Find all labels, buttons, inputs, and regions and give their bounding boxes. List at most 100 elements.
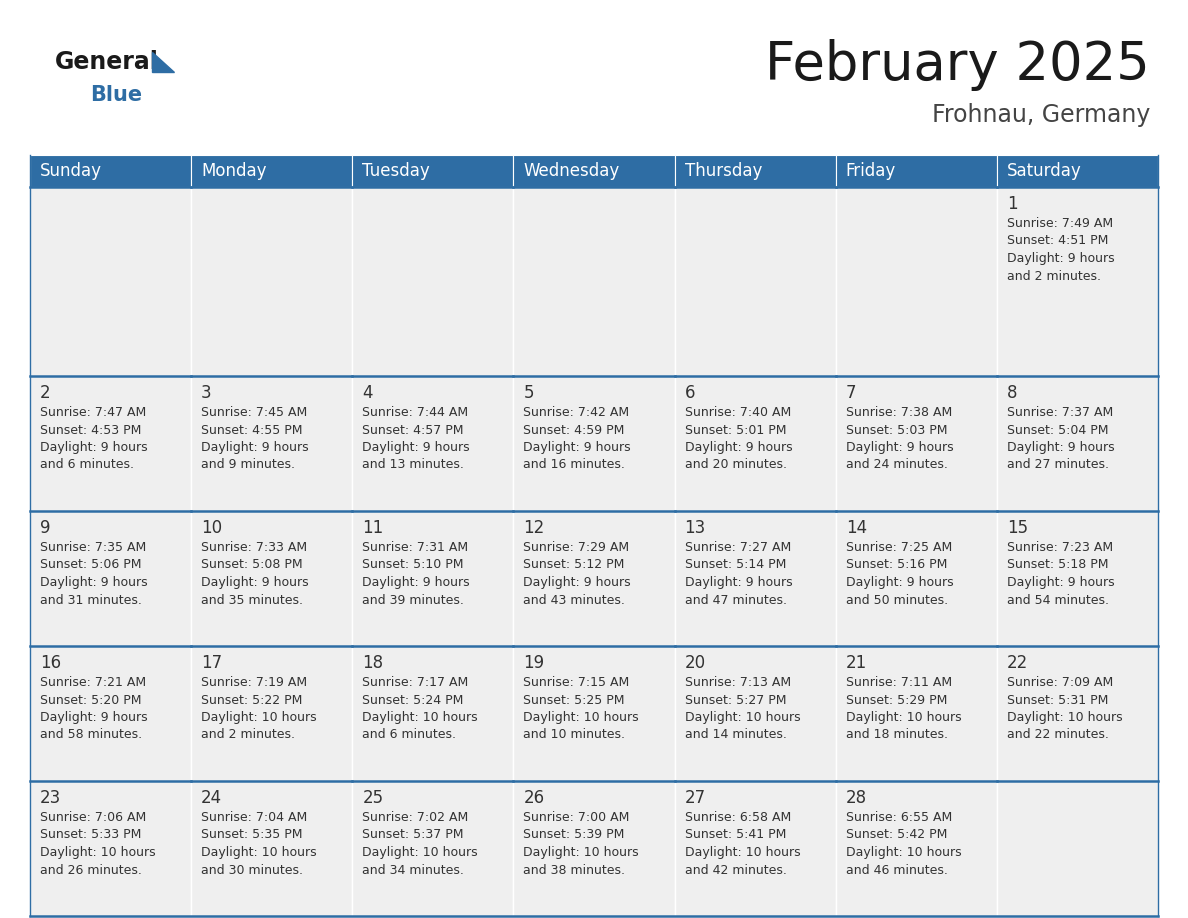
Text: Sunrise: 7:13 AM: Sunrise: 7:13 AM xyxy=(684,676,791,689)
Text: 13: 13 xyxy=(684,519,706,537)
Text: Sunset: 4:55 PM: Sunset: 4:55 PM xyxy=(201,423,303,436)
Bar xyxy=(30,376,191,511)
Text: Daylight: 9 hours: Daylight: 9 hours xyxy=(40,711,147,724)
Text: Sunset: 5:39 PM: Sunset: 5:39 PM xyxy=(524,829,625,842)
Bar xyxy=(513,646,675,781)
Text: Sunset: 5:18 PM: Sunset: 5:18 PM xyxy=(1007,558,1108,572)
Text: and 27 minutes.: and 27 minutes. xyxy=(1007,458,1108,472)
Text: 21: 21 xyxy=(846,654,867,672)
Text: and 2 minutes.: and 2 minutes. xyxy=(1007,270,1101,283)
Text: Sunset: 5:27 PM: Sunset: 5:27 PM xyxy=(684,693,786,707)
Text: Sunset: 5:03 PM: Sunset: 5:03 PM xyxy=(846,423,947,436)
Text: Sunrise: 7:42 AM: Sunrise: 7:42 AM xyxy=(524,406,630,419)
Text: and 26 minutes.: and 26 minutes. xyxy=(40,864,141,877)
Bar xyxy=(191,376,353,511)
Text: Sunset: 5:01 PM: Sunset: 5:01 PM xyxy=(684,423,786,436)
Bar xyxy=(191,155,353,187)
Text: 4: 4 xyxy=(362,384,373,402)
Text: Daylight: 10 hours: Daylight: 10 hours xyxy=(40,846,156,859)
Text: Sunset: 5:24 PM: Sunset: 5:24 PM xyxy=(362,693,463,707)
Text: 28: 28 xyxy=(846,789,867,807)
Text: 26: 26 xyxy=(524,789,544,807)
Text: Saturday: Saturday xyxy=(1007,162,1081,180)
Bar xyxy=(997,511,1158,646)
Text: Sunrise: 7:23 AM: Sunrise: 7:23 AM xyxy=(1007,541,1113,554)
Text: 19: 19 xyxy=(524,654,544,672)
Text: Frohnau, Germany: Frohnau, Germany xyxy=(931,103,1150,127)
Bar xyxy=(30,781,191,916)
Text: and 42 minutes.: and 42 minutes. xyxy=(684,864,786,877)
Text: Sunset: 5:35 PM: Sunset: 5:35 PM xyxy=(201,829,303,842)
Text: Sunset: 5:12 PM: Sunset: 5:12 PM xyxy=(524,558,625,572)
Bar xyxy=(353,511,513,646)
Text: Tuesday: Tuesday xyxy=(362,162,430,180)
Text: Daylight: 9 hours: Daylight: 9 hours xyxy=(201,441,309,454)
Text: General: General xyxy=(55,50,159,74)
Text: and 10 minutes.: and 10 minutes. xyxy=(524,729,625,742)
Text: and 13 minutes.: and 13 minutes. xyxy=(362,458,465,472)
Text: Sunset: 5:42 PM: Sunset: 5:42 PM xyxy=(846,829,947,842)
Text: Sunset: 5:25 PM: Sunset: 5:25 PM xyxy=(524,693,625,707)
Text: Daylight: 9 hours: Daylight: 9 hours xyxy=(524,576,631,589)
Bar xyxy=(513,511,675,646)
Text: and 2 minutes.: and 2 minutes. xyxy=(201,729,295,742)
Text: Sunrise: 7:00 AM: Sunrise: 7:00 AM xyxy=(524,811,630,824)
Text: Daylight: 9 hours: Daylight: 9 hours xyxy=(40,441,147,454)
Text: Sunrise: 7:25 AM: Sunrise: 7:25 AM xyxy=(846,541,952,554)
Text: and 43 minutes.: and 43 minutes. xyxy=(524,594,625,607)
Text: Blue: Blue xyxy=(90,85,143,105)
Text: Sunset: 5:29 PM: Sunset: 5:29 PM xyxy=(846,693,947,707)
Text: and 31 minutes.: and 31 minutes. xyxy=(40,594,141,607)
Text: Sunrise: 7:11 AM: Sunrise: 7:11 AM xyxy=(846,676,952,689)
Bar xyxy=(191,511,353,646)
Text: Sunrise: 7:38 AM: Sunrise: 7:38 AM xyxy=(846,406,952,419)
Text: and 54 minutes.: and 54 minutes. xyxy=(1007,594,1108,607)
Text: Sunrise: 7:37 AM: Sunrise: 7:37 AM xyxy=(1007,406,1113,419)
Text: Sunrise: 7:09 AM: Sunrise: 7:09 AM xyxy=(1007,676,1113,689)
Text: Sunrise: 7:49 AM: Sunrise: 7:49 AM xyxy=(1007,217,1113,230)
Bar xyxy=(835,155,997,187)
Bar xyxy=(30,646,191,781)
Text: 24: 24 xyxy=(201,789,222,807)
Text: Sunset: 5:20 PM: Sunset: 5:20 PM xyxy=(40,693,141,707)
Text: Sunset: 4:57 PM: Sunset: 4:57 PM xyxy=(362,423,463,436)
Text: and 38 minutes.: and 38 minutes. xyxy=(524,864,625,877)
Text: Sunset: 4:51 PM: Sunset: 4:51 PM xyxy=(1007,234,1108,248)
Text: and 47 minutes.: and 47 minutes. xyxy=(684,594,786,607)
Text: 1: 1 xyxy=(1007,195,1017,213)
Text: Sunset: 5:33 PM: Sunset: 5:33 PM xyxy=(40,829,141,842)
Text: and 58 minutes.: and 58 minutes. xyxy=(40,729,143,742)
Bar xyxy=(513,187,675,376)
Text: 25: 25 xyxy=(362,789,384,807)
Text: and 35 minutes.: and 35 minutes. xyxy=(201,594,303,607)
Bar xyxy=(675,646,835,781)
Text: Sunrise: 7:44 AM: Sunrise: 7:44 AM xyxy=(362,406,468,419)
Text: Daylight: 10 hours: Daylight: 10 hours xyxy=(1007,711,1123,724)
Text: Thursday: Thursday xyxy=(684,162,762,180)
Text: 3: 3 xyxy=(201,384,211,402)
Text: and 18 minutes.: and 18 minutes. xyxy=(846,729,948,742)
Text: 7: 7 xyxy=(846,384,857,402)
Text: Friday: Friday xyxy=(846,162,896,180)
Bar xyxy=(997,376,1158,511)
Text: Sunset: 4:59 PM: Sunset: 4:59 PM xyxy=(524,423,625,436)
Text: and 50 minutes.: and 50 minutes. xyxy=(846,594,948,607)
Polygon shape xyxy=(152,52,173,72)
Text: 5: 5 xyxy=(524,384,533,402)
Text: Sunset: 5:31 PM: Sunset: 5:31 PM xyxy=(1007,693,1108,707)
Text: Daylight: 10 hours: Daylight: 10 hours xyxy=(524,846,639,859)
Text: Sunday: Sunday xyxy=(40,162,102,180)
Text: Sunrise: 7:21 AM: Sunrise: 7:21 AM xyxy=(40,676,146,689)
Text: Sunset: 5:08 PM: Sunset: 5:08 PM xyxy=(201,558,303,572)
Text: Daylight: 10 hours: Daylight: 10 hours xyxy=(201,711,317,724)
Text: Daylight: 9 hours: Daylight: 9 hours xyxy=(1007,441,1114,454)
Text: Daylight: 10 hours: Daylight: 10 hours xyxy=(846,711,961,724)
Text: and 6 minutes.: and 6 minutes. xyxy=(362,729,456,742)
Bar xyxy=(835,376,997,511)
Text: Daylight: 10 hours: Daylight: 10 hours xyxy=(201,846,317,859)
Text: Sunset: 5:41 PM: Sunset: 5:41 PM xyxy=(684,829,786,842)
Text: Monday: Monday xyxy=(201,162,266,180)
Bar xyxy=(191,781,353,916)
Bar xyxy=(513,155,675,187)
Text: 6: 6 xyxy=(684,384,695,402)
